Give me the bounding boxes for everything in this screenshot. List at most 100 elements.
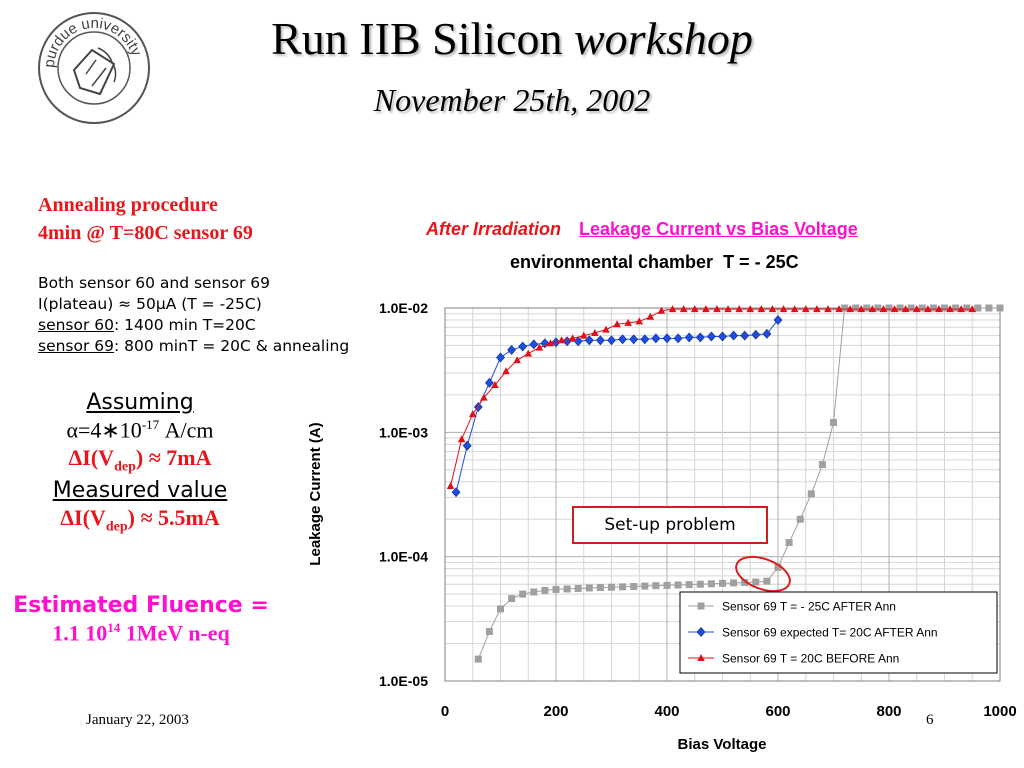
- data-point: [730, 579, 738, 587]
- data-point: [657, 306, 666, 314]
- data-point: [857, 305, 866, 313]
- data-point: [751, 329, 761, 340]
- x-tick-label: 1000: [983, 703, 1016, 720]
- series-1: [474, 304, 1004, 663]
- fluence-exponent: 14: [107, 620, 121, 635]
- data-point: [619, 583, 627, 591]
- notes-line2-suffix: A (T = -25C): [165, 295, 262, 313]
- chart-grid: [444, 308, 1001, 682]
- page-number: 6: [926, 712, 934, 728]
- data-point: [974, 304, 982, 312]
- data-point: [540, 338, 550, 349]
- data-point: [690, 305, 699, 313]
- fluence-value-suffix: 1MeV n-eq: [120, 620, 230, 646]
- y-axis-label: Leakage Current (A): [307, 422, 324, 565]
- fluence-block: Estimated Fluence = 1.1 1014 1MeV n-eq: [0, 593, 282, 646]
- legend-entry: Sensor 69 T = 20C BEFORE Ann: [722, 652, 899, 666]
- data-point: [718, 331, 727, 342]
- assuming-label: Assuming: [86, 390, 194, 415]
- data-point: [507, 344, 517, 355]
- y-tick-label: 1.0E-03: [379, 424, 428, 440]
- data-point: [890, 305, 899, 313]
- data-point: [830, 418, 837, 426]
- data-point: [557, 336, 566, 344]
- data-point: [874, 304, 882, 312]
- series-3: [446, 305, 977, 490]
- delta-i-1-suffix: ) ≈ 7mA: [135, 445, 212, 471]
- data-point: [968, 305, 977, 313]
- data-point: [519, 590, 527, 598]
- data-point: [724, 305, 732, 313]
- delta-i-expected: ΔI(Vdep) ≈ 7mA: [20, 445, 260, 475]
- data-point: [768, 305, 777, 313]
- data-point: [852, 304, 860, 312]
- data-point: [508, 595, 516, 603]
- data-point: [484, 377, 494, 388]
- approx-symbol: ≈: [118, 295, 132, 313]
- setup-problem-callout: Set-up problem: [572, 506, 768, 544]
- notes-line1: Both sensor 60 and sensor 69: [38, 274, 270, 292]
- x-tick-labels: 0 200 400 600 800 1000: [441, 703, 1017, 720]
- data-point: [719, 579, 726, 587]
- data-point: [641, 582, 649, 590]
- data-point: [752, 578, 760, 586]
- data-point: [541, 586, 549, 594]
- data-point: [602, 325, 610, 333]
- data-point: [807, 490, 815, 498]
- data-point: [713, 305, 721, 313]
- footer-date: January 22, 2003: [86, 712, 189, 728]
- data-point: [662, 333, 672, 344]
- data-point: [901, 305, 910, 313]
- data-point: [485, 628, 493, 636]
- delta-i-measured: ΔI(Vdep) ≈ 5.5mA: [20, 505, 260, 535]
- data-point: [652, 582, 660, 590]
- data-point: [757, 305, 766, 313]
- data-point: [502, 367, 510, 375]
- y-tick-label: 1.0E-04: [379, 549, 428, 565]
- data-point: [918, 304, 926, 312]
- data-point: [574, 584, 582, 592]
- data-point: [841, 304, 849, 312]
- data-point: [929, 304, 937, 312]
- data-point: [741, 578, 749, 586]
- data-point: [563, 585, 571, 593]
- data-point: [835, 305, 843, 313]
- data-point: [618, 334, 628, 345]
- data-point: [474, 655, 482, 663]
- x-tick-label: 400: [654, 703, 679, 720]
- data-point: [796, 515, 804, 523]
- data-point: [696, 580, 704, 588]
- data-point: [896, 304, 904, 312]
- data-point: [630, 582, 638, 590]
- data-point: [985, 304, 993, 312]
- data-point: [846, 305, 854, 313]
- alpha-unit: A/cm: [159, 417, 214, 443]
- delta-i-2-sub: dep: [105, 519, 128, 535]
- delta-i-1-sub: dep: [114, 459, 136, 475]
- data-point: [635, 317, 644, 325]
- data-point: [468, 410, 477, 418]
- x-tick-label: 600: [765, 703, 790, 720]
- slide-title: Run IIB Silicon workshop: [0, 12, 1024, 65]
- data-point: [584, 335, 594, 346]
- data-point: [663, 581, 671, 589]
- data-point: [585, 584, 593, 592]
- plot-area-border: [444, 307, 1001, 682]
- legend-entry: Sensor 69 expected T= 20C AFTER Ann: [722, 626, 938, 640]
- alpha-base: α=4∗10: [66, 417, 142, 443]
- measured-label: Measured value: [52, 477, 228, 503]
- data-point: [706, 331, 716, 342]
- data-point: [868, 305, 877, 313]
- data-point: [497, 605, 504, 613]
- data-point: [496, 352, 505, 363]
- title-main: Run IIB Silicon: [271, 13, 574, 64]
- data-point: [879, 305, 888, 313]
- data-point: [935, 305, 943, 313]
- legend-box: [679, 591, 998, 674]
- data-point: [762, 328, 772, 339]
- data-point: [673, 333, 683, 344]
- y-tick-label: 1.0E-05: [379, 673, 428, 689]
- data-point: [740, 330, 750, 341]
- problem-ellipse: [735, 555, 791, 593]
- data-point: [957, 305, 965, 313]
